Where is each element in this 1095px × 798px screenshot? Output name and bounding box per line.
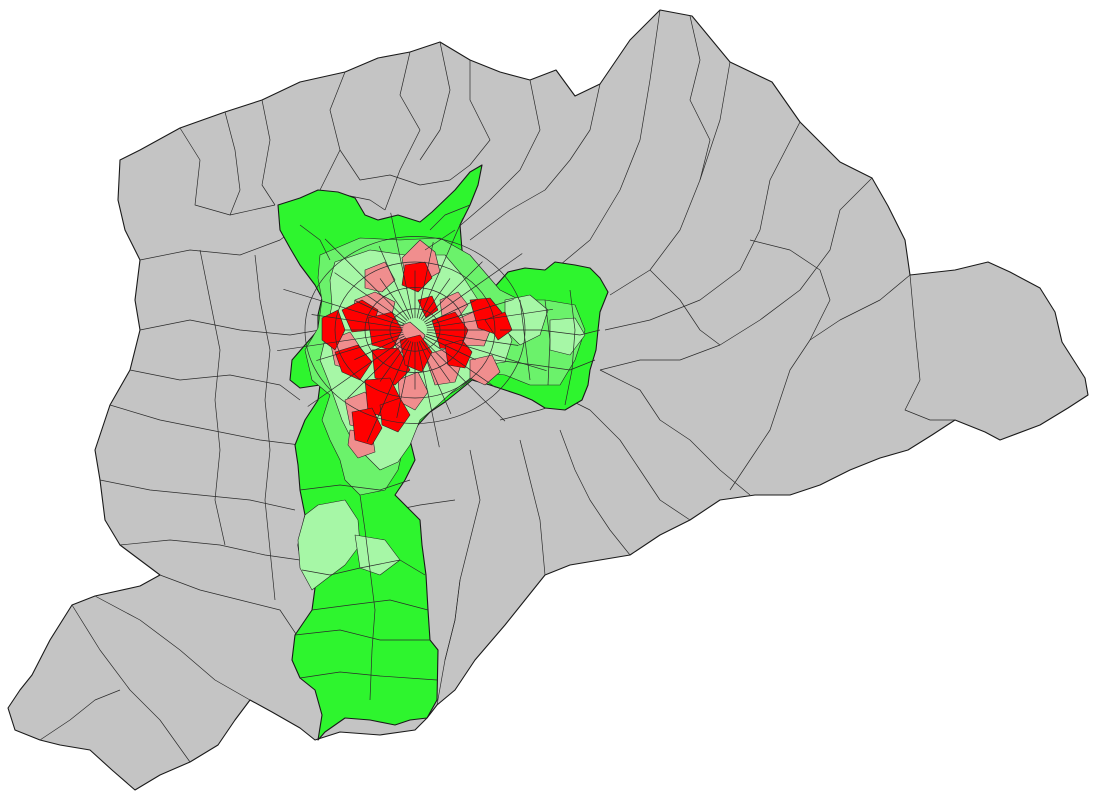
district-boundary xyxy=(316,333,404,361)
district-boundary xyxy=(422,261,483,322)
district-boundary xyxy=(519,299,531,381)
district-boundary xyxy=(354,335,405,361)
district-boundary xyxy=(500,329,601,336)
district-boundary xyxy=(416,341,440,448)
district-boundary xyxy=(354,299,405,325)
district-light-red xyxy=(469,354,501,386)
district-dark-red xyxy=(321,309,346,351)
district-boundary xyxy=(311,314,404,329)
district-boundary xyxy=(426,331,519,346)
district-boundary xyxy=(429,204,471,231)
district-light-red xyxy=(364,261,396,293)
district-boundary xyxy=(364,287,466,373)
district-boundary xyxy=(334,261,496,399)
district-boundary xyxy=(277,331,404,352)
district-boundary xyxy=(378,245,412,319)
district-dark-red xyxy=(379,397,411,433)
district-boundary xyxy=(347,338,408,399)
district-boundary xyxy=(420,340,451,382)
district-dark-red xyxy=(334,344,373,381)
district-boundary xyxy=(426,308,553,329)
district-boundary xyxy=(423,253,523,323)
district-boundary xyxy=(359,494,376,701)
district-boundary xyxy=(379,278,410,320)
district-boundary xyxy=(425,335,476,361)
district-boundary xyxy=(311,599,429,611)
district-dark-red xyxy=(444,339,473,369)
district-boundary xyxy=(379,340,410,382)
district-boundary xyxy=(283,288,404,327)
district-boundary xyxy=(389,308,441,352)
district-boundary xyxy=(324,238,408,322)
district-boundary xyxy=(294,629,430,641)
district-boundary xyxy=(334,272,407,323)
district-boundary xyxy=(301,559,426,576)
district-boundaries xyxy=(277,204,601,701)
district-boundary xyxy=(494,359,596,371)
district-boundary xyxy=(418,341,452,415)
district-boundary xyxy=(564,289,576,406)
district-boundary xyxy=(299,224,331,261)
district-boundary xyxy=(422,338,506,422)
district-light-green xyxy=(354,534,401,576)
district-boundary xyxy=(426,333,547,372)
district-boundary xyxy=(424,229,456,251)
district-boundary xyxy=(299,479,411,491)
district-dark-red xyxy=(417,295,439,319)
district-light-green xyxy=(297,499,361,591)
district-boundary xyxy=(418,218,464,319)
district-boundary xyxy=(544,299,551,386)
district-boundary xyxy=(396,341,414,418)
district-boundary xyxy=(426,299,514,327)
city-districts xyxy=(297,237,586,591)
district-boundary xyxy=(307,337,407,407)
district-boundary xyxy=(416,242,434,319)
district-boundary xyxy=(299,671,438,681)
district-boundary xyxy=(425,299,476,325)
district-boundary xyxy=(420,278,451,320)
district-light-red xyxy=(439,291,469,319)
district-boundary xyxy=(390,212,414,319)
district-boundary xyxy=(366,341,412,442)
district-boundary xyxy=(423,337,496,388)
